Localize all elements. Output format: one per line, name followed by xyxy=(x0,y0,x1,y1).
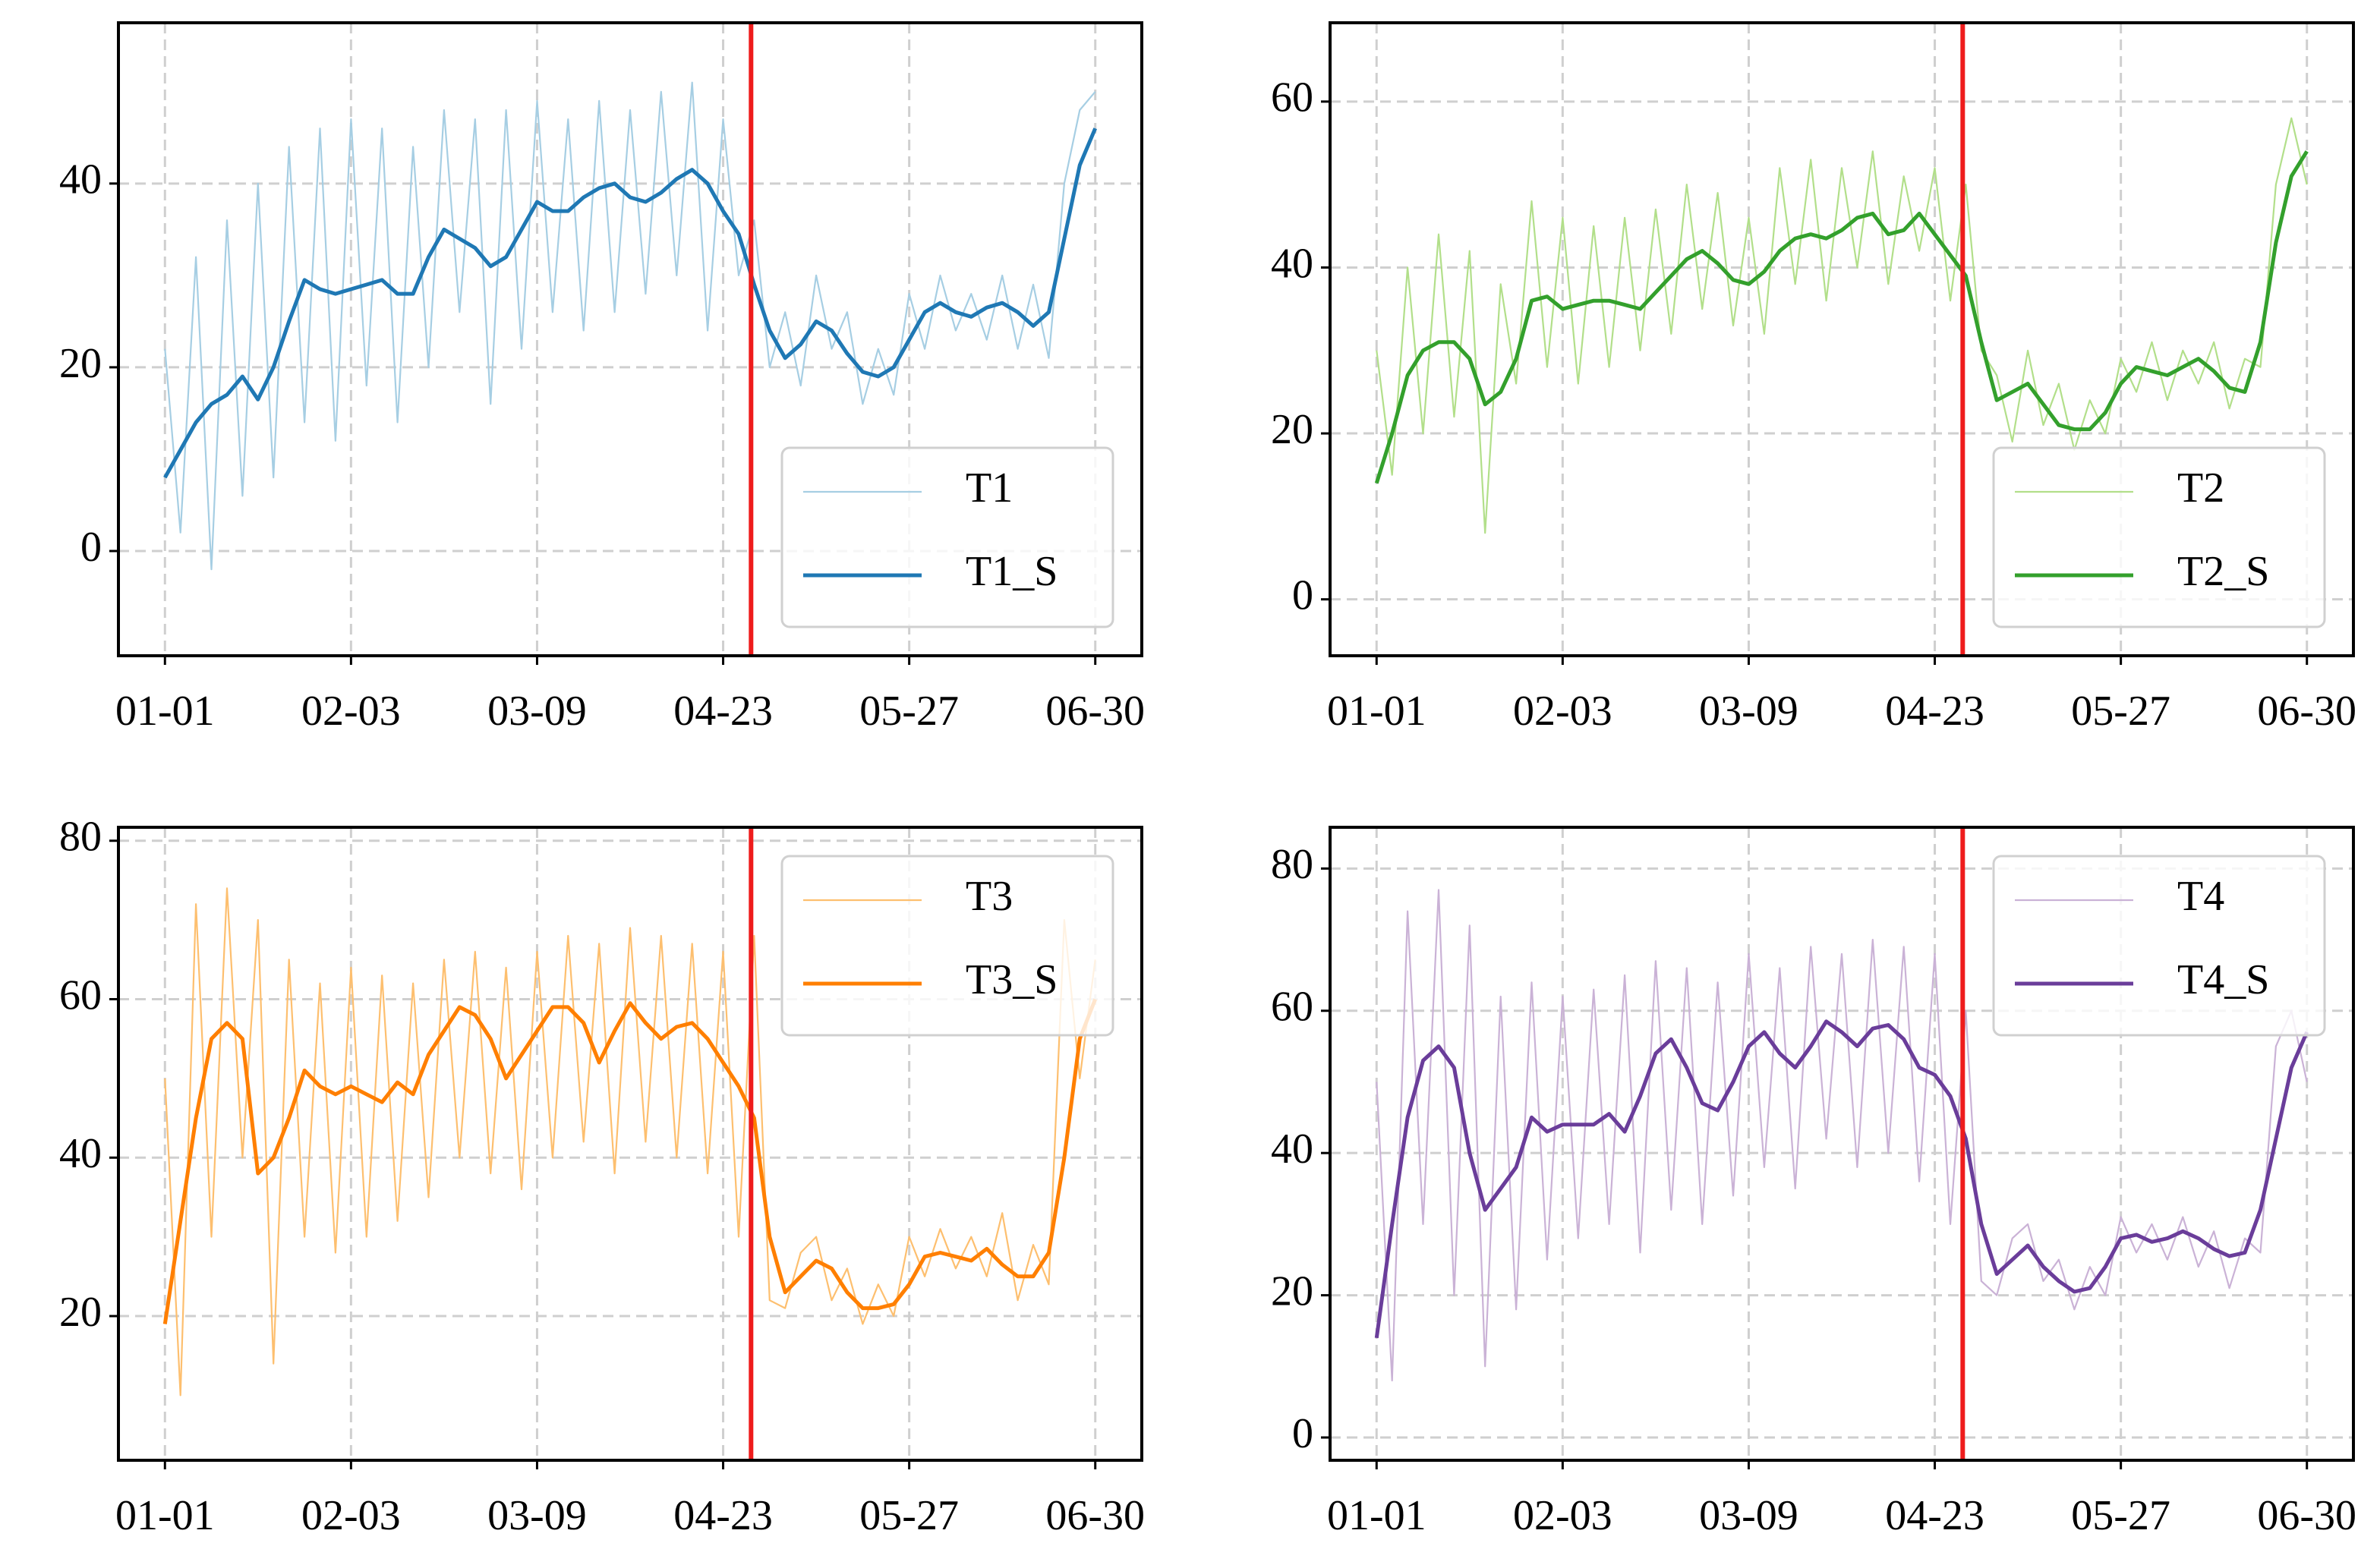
legend-label: T1 xyxy=(966,464,1013,512)
legend-box xyxy=(780,446,1114,628)
plot-area xyxy=(1374,827,2309,1460)
y-tick-label: 20 xyxy=(1271,406,1313,453)
plot-area xyxy=(1374,23,2309,656)
x-tick-label: 04-23 xyxy=(1885,1492,1984,1539)
x-tick-label: 05-27 xyxy=(2071,1492,2170,1539)
x-tick-label: 04-23 xyxy=(673,1492,773,1539)
legend-label: T2 xyxy=(2177,464,2224,512)
y-tick-label: 60 xyxy=(59,971,102,1019)
x-tick-label: 04-23 xyxy=(673,688,773,735)
legend-label: T4 xyxy=(2177,873,2224,920)
x-tick-label: 02-03 xyxy=(1513,688,1612,735)
y-tick-label: 0 xyxy=(1292,1410,1313,1457)
y-tick-label: 0 xyxy=(80,524,102,571)
y-tick-label: 0 xyxy=(1292,572,1313,619)
subplot: 01-01 02-03 03-09 04-23 05-27 06-300204060T2T… xyxy=(1271,21,2356,735)
subplot: 01-01 02-03 03-09 04-23 05-27 06-30 20 40 60 80 T3… xyxy=(59,814,1145,1539)
y-tick-label: 40 xyxy=(59,1130,102,1177)
legend-label: T2_S xyxy=(2177,548,2269,595)
y-tick-label: 20 xyxy=(59,1289,102,1336)
legend-label: T3 xyxy=(966,873,1013,920)
legend-box xyxy=(780,855,1114,1037)
x-tick-label: 03-09 xyxy=(1699,688,1798,735)
x-tick-label: 02-03 xyxy=(301,1492,401,1539)
y-tick-label: 40 xyxy=(1271,1126,1313,1173)
smooth-line xyxy=(1374,150,2309,484)
x-tick-label: 05-27 xyxy=(859,688,959,735)
smooth-line xyxy=(163,128,1098,479)
raw-line xyxy=(164,887,1096,1397)
x-tick-label: 06-30 xyxy=(1045,1492,1145,1539)
legend-label: T4_S xyxy=(2177,956,2269,1003)
axes-frame xyxy=(117,826,1143,1462)
x-tick-label: 05-27 xyxy=(2071,688,2170,735)
raw-line xyxy=(164,81,1096,571)
y-tick-label: 40 xyxy=(59,156,102,203)
x-tick-label: 05-27 xyxy=(859,1492,959,1539)
subplot: 01-01 02-03 03-09 04-23 05-27 06-30 0 20 40 60 80 T… xyxy=(1271,826,2356,1539)
x-tick-label: 02-03 xyxy=(301,688,401,735)
axes-frame xyxy=(117,21,1143,657)
legend: T4 T4_S xyxy=(1992,855,2326,1037)
x-tick-label: 03-09 xyxy=(1699,1492,1798,1539)
x-tick-label: 01-01 xyxy=(115,1492,215,1539)
legend: T3 T3_S xyxy=(780,855,1114,1037)
legend-label: T3_S xyxy=(966,956,1058,1003)
x-tick-label: 06-30 xyxy=(2257,688,2356,735)
x-tick-label: 02-03 xyxy=(1513,1492,1612,1539)
y-tick-label: 80 xyxy=(1271,841,1313,888)
x-tick-label: 06-30 xyxy=(2257,1492,2356,1539)
raw-line xyxy=(1376,117,2308,534)
legend-box xyxy=(1992,855,2326,1037)
y-tick-label: 60 xyxy=(1271,984,1313,1031)
x-tick-label: 01-01 xyxy=(1327,688,1426,735)
raw-line xyxy=(1376,889,2308,1382)
axes-frame xyxy=(1329,826,2355,1462)
y-tick-label: 20 xyxy=(1271,1267,1313,1315)
y-tick-label: 40 xyxy=(1271,240,1313,287)
legend: T2 T2_S xyxy=(1992,446,2326,628)
smooth-line xyxy=(1374,1019,2309,1339)
x-tick-label: 03-09 xyxy=(487,1492,587,1539)
y-tick-label: 60 xyxy=(1271,74,1313,121)
subplot: 01-01 02-03 03-09 04-23 05-27 06-30 0 20 40 T1 T1_… xyxy=(59,21,1145,735)
x-tick-label: 01-01 xyxy=(115,688,215,735)
legend-label: T1_S xyxy=(966,548,1058,595)
plot-area xyxy=(162,827,1098,1460)
x-tick-label: 06-30 xyxy=(1045,688,1145,735)
smooth-line xyxy=(162,998,1098,1324)
legend: T1 T1_S xyxy=(780,446,1114,628)
plot-area xyxy=(163,23,1098,656)
x-tick-label: 01-01 xyxy=(1327,1492,1426,1539)
axes-frame xyxy=(1329,21,2355,657)
x-tick-label: 04-23 xyxy=(1885,688,1984,735)
y-tick-label: 80 xyxy=(59,814,102,861)
x-tick-label: 03-09 xyxy=(487,688,587,735)
legend-box xyxy=(1992,446,2326,628)
y-tick-label: 20 xyxy=(59,340,102,387)
